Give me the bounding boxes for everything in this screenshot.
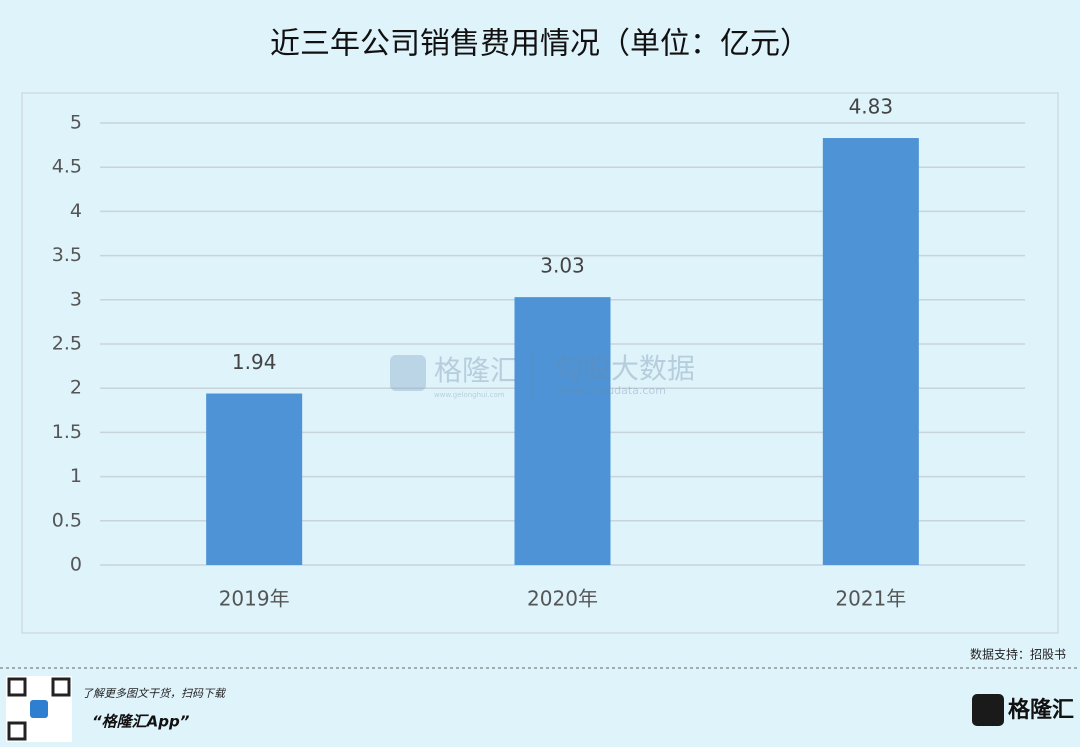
y-tick-label: 4.5: [52, 156, 82, 178]
y-tick-label: 1: [70, 465, 82, 487]
y-tick-label: 2.5: [52, 333, 82, 355]
footer-promo: 了解更多图文干货，扫码下载: [82, 687, 227, 700]
qr-logo: [30, 700, 48, 718]
y-tick-label: 1.5: [52, 421, 82, 443]
watermark-icon: [390, 355, 426, 391]
y-tick-label: 2: [70, 377, 82, 399]
y-tick-label: 3.5: [52, 244, 82, 266]
y-tick-label: 5: [70, 112, 82, 134]
chart-title: 近三年公司销售费用情况（单位：亿元）: [270, 27, 810, 62]
x-tick-label: 2020年: [527, 587, 598, 611]
bar: [822, 138, 919, 565]
bar: [206, 393, 303, 565]
logo-text: 格隆汇: [1008, 697, 1074, 723]
y-tick-label: 0.5: [52, 509, 82, 531]
watermark: 格隆汇 www.gelonghui.com 勾股大数据 www.gogudata…: [390, 350, 695, 400]
qr-finder: [7, 677, 27, 697]
value-label: 3.03: [540, 254, 585, 278]
y-tick-label: 4: [70, 200, 82, 222]
source: 数据支持：招股书: [970, 647, 1066, 662]
bar: [514, 297, 611, 565]
logo-icon: [972, 694, 1004, 726]
x-tick-label: 2021年: [835, 587, 906, 611]
watermark-product-url: www.gogudata.com: [557, 384, 666, 397]
qr-finder: [7, 721, 27, 741]
footer-app: “格隆汇App”: [92, 713, 190, 731]
value-label: 4.83: [849, 95, 894, 119]
qr-finder: [51, 677, 71, 697]
qr-code: [6, 676, 72, 742]
y-tick-label: 0: [70, 554, 82, 576]
watermark-brand-url: www.gelonghui.com: [434, 391, 505, 399]
plot-frame: [21, 92, 1059, 634]
y-tick-label: 3: [70, 288, 82, 310]
watermark-product: 勾股大数据: [555, 352, 695, 385]
x-tick-label: 2019年: [219, 587, 290, 611]
watermark-brand: 格隆汇: [434, 354, 518, 387]
value-label: 1.94: [232, 350, 277, 374]
